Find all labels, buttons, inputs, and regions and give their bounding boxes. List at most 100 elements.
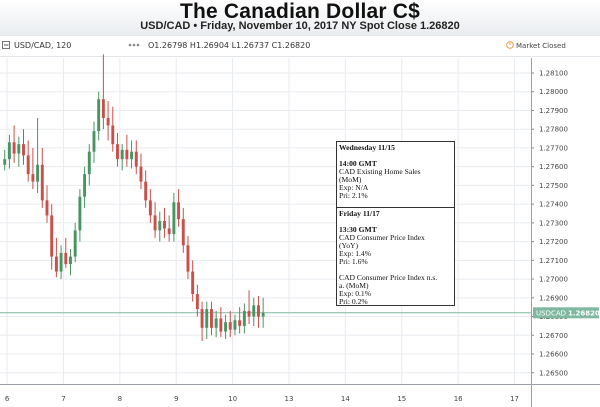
candle[interactable] (26, 140, 30, 182)
price-tag-value: 1.26820 (568, 309, 600, 317)
candle[interactable] (153, 202, 157, 238)
candle[interactable] (191, 260, 195, 302)
candle-body (181, 219, 185, 246)
candle[interactable] (228, 310, 232, 338)
candle[interactable] (40, 147, 44, 208)
clock-face (506, 41, 514, 49)
candle-body (144, 181, 148, 201)
candle-body (172, 202, 176, 235)
price-tag-symbol: USDCAD (536, 309, 566, 317)
candle-body (50, 215, 54, 257)
candle[interactable] (224, 314, 228, 340)
candle-body (120, 149, 124, 160)
candle-body (210, 309, 213, 328)
candle[interactable] (73, 222, 77, 263)
candle-body (148, 200, 152, 216)
candle-body (3, 159, 7, 165)
candle[interactable] (92, 121, 96, 163)
candle-body (125, 149, 129, 160)
candle[interactable] (167, 215, 171, 242)
candle-body (163, 221, 166, 229)
candle[interactable] (120, 144, 124, 171)
candle-body (31, 174, 35, 182)
candle[interactable] (36, 117, 40, 193)
candle-body (186, 245, 190, 272)
candle[interactable] (130, 140, 134, 169)
event-line: Exp: 1.4% (339, 249, 372, 258)
candle[interactable] (148, 189, 152, 223)
candle[interactable] (134, 140, 138, 175)
candle[interactable] (97, 91, 101, 141)
candle[interactable] (116, 132, 119, 167)
candle[interactable] (59, 245, 63, 280)
candle[interactable] (233, 314, 237, 336)
chart-area[interactable]: USD/CAD, 120 O1.26798 H1.26904 L1.26737 C… (0, 36, 600, 407)
candle[interactable] (247, 290, 251, 325)
candle[interactable] (64, 237, 68, 268)
candle-body (153, 215, 157, 231)
candle[interactable] (177, 189, 181, 227)
candle[interactable] (3, 149, 7, 171)
candle[interactable] (144, 170, 148, 208)
candle-body (252, 305, 256, 317)
candle[interactable] (22, 129, 25, 165)
candle[interactable] (200, 301, 204, 341)
event-line: Friday 11/17 (339, 209, 380, 218)
x-tick-label: 16 (454, 395, 463, 403)
y-tick-label: 1.27300 (539, 219, 568, 227)
candle[interactable] (158, 211, 162, 242)
symbol-label[interactable]: USD/CAD, 120 (14, 41, 71, 50)
candle[interactable] (238, 307, 242, 334)
candle[interactable] (195, 284, 199, 317)
minus-icon[interactable] (2, 41, 10, 49)
candle[interactable] (78, 189, 82, 242)
clock-icon (506, 41, 514, 49)
candle[interactable] (50, 204, 54, 270)
event-line: a. (MoM) (339, 281, 369, 290)
candle[interactable] (83, 166, 87, 208)
price-tag (533, 307, 599, 319)
candle[interactable] (214, 310, 218, 338)
candle-body (12, 142, 16, 154)
x-tick-label: 14 (341, 395, 350, 403)
chart-header: The Canadian Dollar C$ USD/CAD • Friday,… (0, 0, 600, 37)
event-line: Pri: 0.2% (339, 297, 368, 306)
candle[interactable] (256, 295, 260, 328)
candle[interactable] (205, 301, 209, 340)
candle-body (26, 155, 30, 175)
candle[interactable] (7, 134, 11, 169)
candle[interactable] (125, 134, 129, 167)
candle[interactable] (172, 192, 176, 242)
candle[interactable] (181, 207, 185, 253)
candle-body (73, 230, 77, 257)
candle[interactable] (31, 147, 35, 190)
candle[interactable] (87, 144, 91, 186)
candle[interactable] (17, 136, 21, 167)
event-line: CAD Existing Home Sales (339, 167, 421, 176)
candle[interactable] (69, 249, 72, 276)
candle[interactable] (186, 235, 190, 280)
candle[interactable] (210, 301, 213, 336)
candle[interactable] (101, 54, 105, 130)
candle[interactable] (219, 307, 223, 338)
toolbar-background (0, 36, 600, 56)
event-line: (MoM) (339, 175, 362, 184)
candle[interactable] (261, 297, 265, 328)
candle-body (78, 196, 82, 231)
candle[interactable] (139, 153, 143, 190)
candle[interactable] (12, 125, 16, 163)
candle[interactable] (106, 101, 110, 141)
candle[interactable] (54, 237, 58, 278)
candle[interactable] (45, 185, 49, 223)
candle[interactable] (252, 297, 256, 326)
candle[interactable] (163, 207, 166, 238)
y-tick-label: 1.26600 (539, 351, 568, 359)
chart-subtitle: USD/CAD • Friday, November 10, 2017 NY S… (140, 20, 460, 32)
x-tick-label: 7 (61, 395, 65, 403)
candle[interactable] (242, 303, 246, 334)
y-tick-label: 1.27200 (539, 238, 568, 246)
candle-body (87, 151, 91, 175)
candle[interactable] (111, 106, 115, 152)
x-tick-label: 6 (5, 395, 10, 403)
